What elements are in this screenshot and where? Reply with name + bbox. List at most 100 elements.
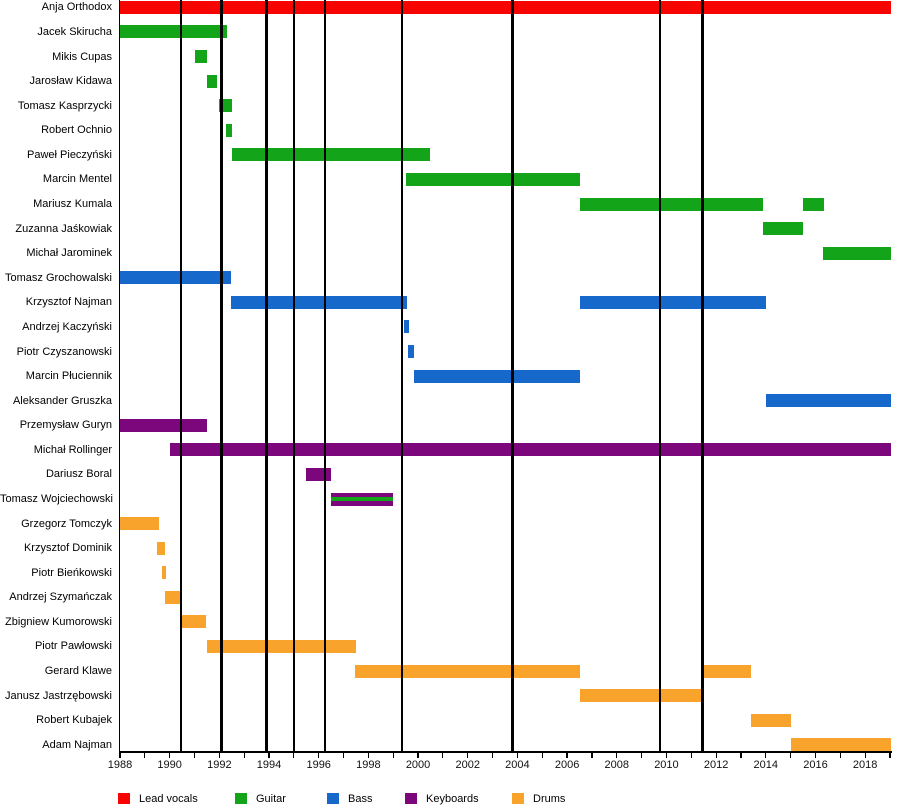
x-axis-tick bbox=[193, 752, 196, 758]
tenure-bar bbox=[790, 738, 892, 752]
x-axis-tick bbox=[864, 752, 866, 758]
x-axis-tick bbox=[616, 752, 618, 758]
tenure-bar bbox=[120, 517, 159, 531]
album-release-line bbox=[265, 0, 268, 751]
x-axis-tick bbox=[417, 752, 419, 758]
member-label: Piotr Czyszanowski bbox=[16, 345, 112, 358]
tenure-bar bbox=[579, 295, 766, 309]
x-axis-label: 2004 bbox=[505, 759, 530, 771]
legend-label: Drums bbox=[533, 793, 566, 805]
x-axis-label: 2012 bbox=[703, 759, 729, 771]
x-axis-tick bbox=[119, 752, 121, 758]
x-axis-tick bbox=[814, 752, 817, 758]
x-axis-tick bbox=[268, 752, 270, 758]
tenure-bar bbox=[206, 74, 217, 88]
album-release-line bbox=[701, 0, 704, 751]
member-label: Krzysztof Najman bbox=[25, 296, 112, 309]
x-axis-line bbox=[118, 751, 892, 753]
tenure-bar bbox=[404, 320, 410, 334]
member-label: Zuzanna Jaśkowiak bbox=[15, 222, 112, 235]
member-label: Andrzej Szymańczak bbox=[9, 591, 112, 604]
y-axis-line bbox=[118, 0, 121, 752]
x-axis-label: 2016 bbox=[803, 759, 828, 771]
x-axis-tick bbox=[293, 752, 295, 758]
x-axis-label: 2018 bbox=[852, 759, 878, 771]
member-label: Piotr Pawłowski bbox=[34, 640, 112, 653]
tenure-bar bbox=[230, 295, 407, 309]
member-label: Robert Kubajek bbox=[36, 714, 112, 727]
x-axis-tick bbox=[889, 752, 891, 758]
member-label: Mikis Cupas bbox=[52, 50, 112, 63]
tenure-bar bbox=[162, 566, 166, 580]
tenure-bar bbox=[157, 541, 165, 555]
tenure-bar bbox=[194, 50, 207, 64]
x-axis-label: 1994 bbox=[256, 759, 282, 771]
album-release-line bbox=[179, 0, 183, 751]
x-axis-tick bbox=[144, 752, 146, 758]
x-axis-tick bbox=[218, 752, 220, 758]
x-axis-label: 1988 bbox=[107, 759, 133, 771]
legend-label: Keyboards bbox=[426, 793, 479, 805]
album-release-line bbox=[292, 0, 296, 751]
tenure-bar bbox=[408, 345, 414, 359]
tenure-bar bbox=[231, 148, 431, 162]
tenure-bar bbox=[803, 197, 825, 211]
tenure-bar bbox=[822, 246, 892, 260]
album-release-line bbox=[511, 0, 514, 751]
x-axis-tick bbox=[442, 752, 444, 758]
x-axis-tick bbox=[467, 752, 469, 758]
member-label: Tomasz Kasprzycki bbox=[17, 99, 112, 112]
legend-swatch-drums bbox=[512, 793, 524, 804]
x-axis-tick bbox=[839, 752, 841, 758]
album-release-line bbox=[323, 0, 327, 751]
member-label: Grzegorz Tomczyk bbox=[21, 517, 112, 530]
member-label: Tomasz Grochowalski bbox=[5, 271, 112, 284]
x-axis-tick bbox=[318, 752, 320, 758]
legend-label: Lead vocals bbox=[139, 793, 198, 805]
x-axis-tick bbox=[641, 752, 643, 758]
member-label: Robert Ochnio bbox=[41, 124, 112, 137]
tenure-bar bbox=[120, 0, 892, 14]
member-label: Michał Rollinger bbox=[33, 443, 112, 456]
member-label: Piotr Bieńkowski bbox=[31, 566, 112, 579]
member-label: Jarosław Kidawa bbox=[29, 75, 112, 88]
tenure-bar bbox=[579, 689, 703, 703]
legend-swatch-guitar bbox=[235, 793, 247, 804]
x-axis-label: 1990 bbox=[157, 759, 182, 771]
x-axis-label: 2006 bbox=[554, 759, 580, 771]
x-axis-tick bbox=[665, 752, 668, 758]
member-label: Mariusz Kumala bbox=[33, 198, 112, 211]
tenure-bar bbox=[750, 713, 791, 727]
x-axis-label: 2008 bbox=[604, 759, 629, 771]
tenure-bar bbox=[206, 639, 356, 653]
x-axis-label: 1992 bbox=[207, 759, 232, 771]
member-label: Przemysław Guryn bbox=[19, 419, 112, 432]
x-axis-label: 1996 bbox=[306, 759, 331, 771]
x-axis-tick bbox=[541, 752, 543, 758]
x-axis-label: 2000 bbox=[405, 759, 431, 771]
album-release-line bbox=[658, 0, 662, 751]
x-axis-tick bbox=[243, 752, 245, 758]
x-axis-tick bbox=[491, 752, 494, 758]
member-label: Anja Orthodox bbox=[41, 1, 112, 14]
x-axis-tick bbox=[690, 752, 692, 758]
x-axis-tick bbox=[392, 752, 394, 758]
x-axis-tick bbox=[342, 752, 345, 758]
tenure-bar bbox=[225, 123, 232, 137]
x-axis-tick bbox=[367, 752, 369, 758]
tenure-bar-overlay-stripe bbox=[331, 497, 394, 501]
member-label: Aleksander Gruszka bbox=[12, 394, 112, 407]
legend-swatch-keyboards bbox=[405, 793, 417, 804]
x-axis-label: 2014 bbox=[753, 759, 779, 771]
legend-swatch-lead_vocals bbox=[118, 793, 130, 804]
member-label: Adam Najman bbox=[42, 738, 112, 751]
member-label: Marcin Mentel bbox=[42, 173, 112, 186]
x-axis-label: 2002 bbox=[455, 759, 480, 771]
tenure-bar bbox=[120, 271, 231, 285]
tenure-bar bbox=[702, 664, 751, 678]
